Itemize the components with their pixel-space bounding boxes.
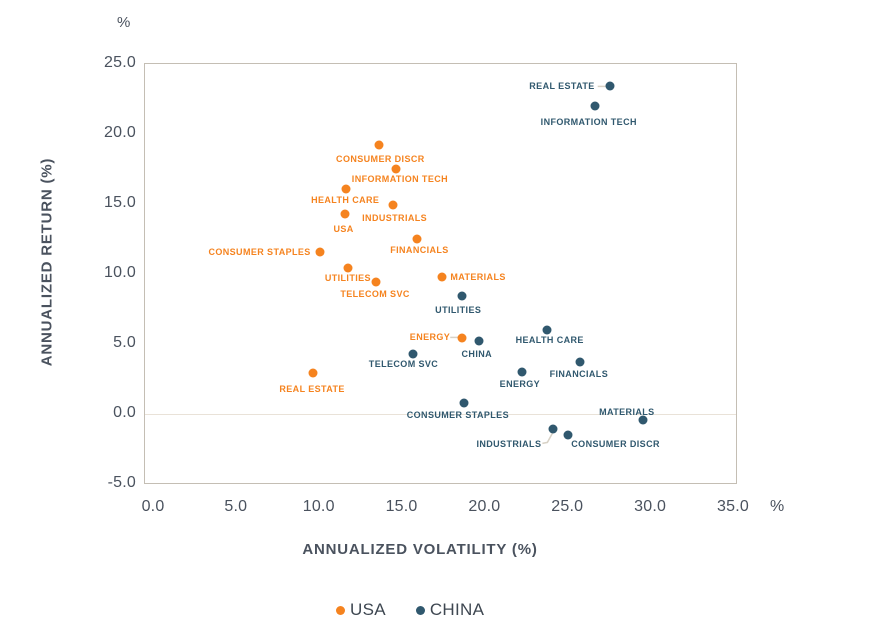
point-usa-consumer-staples <box>315 247 325 257</box>
point-label-usa-health-care: HEALTH CARE <box>311 194 380 205</box>
y-axis-unit-label: % <box>117 14 131 31</box>
x-tick-0-0: 0.0 <box>141 498 165 515</box>
point-china-china <box>474 336 484 346</box>
point-usa-energy <box>457 333 467 343</box>
point-usa-utilities <box>343 263 353 273</box>
point-label-usa-energy: ENERGY <box>409 332 451 343</box>
point-label-usa-industrials: INDUSTRIALS <box>362 213 428 224</box>
x-axis-unit-label: % <box>770 498 785 515</box>
point-label-china-consumer-discr: CONSUMER DISCR <box>571 439 660 449</box>
x-axis-title: ANNUALIZED VOLATILITY (%) <box>302 541 538 558</box>
y-axis-title: ANNUALIZED RETURN (%) <box>38 157 56 367</box>
point-usa-health-care <box>341 184 351 194</box>
x-tick-5-0: 5.0 <box>224 498 248 515</box>
point-label-china-industrials: INDUSTRIALS <box>476 439 542 450</box>
point-usa-information-tech <box>391 164 401 174</box>
legend-dot-china <box>415 605 425 615</box>
point-china-information-tech <box>590 101 600 111</box>
legend-dot-usa <box>336 605 345 615</box>
point-label-china-information-tech: INFORMATION TECH <box>540 117 637 127</box>
point-usa-financials <box>412 234 422 244</box>
point-china-consumer-discr <box>563 430 573 440</box>
legend-item-china: CHINA <box>415 600 485 619</box>
point-label-china-energy: ENERGY <box>499 379 541 389</box>
y-tick-20-0: 20.0 <box>104 124 136 141</box>
point-china-utilities <box>457 291 467 301</box>
legend-label-usa: USA <box>350 600 386 619</box>
x-tick-35-0: 35.0 <box>717 498 749 515</box>
point-label-china-health-care: HEALTH CARE <box>515 335 584 345</box>
point-label-usa-real-estate: REAL ESTATE <box>279 384 345 395</box>
legend-item-usa: USA <box>336 601 386 619</box>
x-tick-25-0: 25.0 <box>551 498 584 515</box>
point-china-materials <box>638 415 648 425</box>
point-label-china-consumer-staples: CONSUMER STAPLES <box>406 409 509 420</box>
y-tick-25-0: 25.0 <box>104 54 136 71</box>
point-china-energy <box>517 367 527 377</box>
point-label-usa-financials: FINANCIALS <box>390 245 449 255</box>
y-tick--5-0: -5.0 <box>107 474 136 491</box>
point-label-china-china: CHINA <box>461 349 493 360</box>
x-tick-15-0: 15.0 <box>385 498 418 515</box>
point-usa-consumer-discr <box>374 140 384 150</box>
y-tick-5-0: 5.0 <box>113 334 136 351</box>
point-usa-materials <box>437 272 447 282</box>
y-tick-15-0: 15.0 <box>104 194 136 211</box>
point-china-consumer-staples <box>459 398 469 408</box>
point-label-usa-telecom-svc: TELECOM SVC <box>340 289 410 300</box>
point-usa-real-estate <box>308 368 318 378</box>
point-china-telecom-svc <box>408 349 417 359</box>
x-tick-20-0: 20.0 <box>468 498 501 515</box>
point-label-china-materials: MATERIALS <box>599 406 655 417</box>
point-label-china-utilities: UTILITIES <box>435 305 482 316</box>
plot-area: CONSUMER DISCR INFORMATION TECH HEALTH CAR… <box>144 63 737 484</box>
point-china-real-estate <box>605 81 615 91</box>
point-china-industrials <box>548 424 558 434</box>
point-label-usa-materials: MATERIALS <box>450 271 506 282</box>
y-tick-10-0: 10.0 <box>104 264 136 281</box>
point-china-financials <box>575 357 585 367</box>
point-label-usa-utilities: UTILITIES <box>324 273 371 284</box>
point-usa-industrials <box>388 200 398 210</box>
x-tick-30-0: 30.0 <box>634 498 667 515</box>
point-label-china-financials: FINANCIALS <box>549 369 609 380</box>
legend-label-china: CHINA <box>429 600 485 619</box>
x-tick-10-0: 10.0 <box>302 498 335 515</box>
point-usa-usa <box>340 209 350 219</box>
point-label-usa-usa: USA <box>333 223 354 234</box>
point-label-usa-consumer-discr: CONSUMER DISCR <box>336 154 425 165</box>
point-label-china-real-estate: REAL ESTATE <box>529 81 595 92</box>
point-china-health-care <box>542 325 552 335</box>
point-usa-telecom-svc <box>371 277 381 287</box>
zero-gridline <box>145 414 736 415</box>
point-label-usa-consumer-staples: CONSUMER STAPLES <box>208 246 311 257</box>
point-label-china-telecom-svc: TELECOM SVC <box>368 358 439 369</box>
legend: USA CHINA <box>336 601 484 619</box>
y-tick-0-0: 0.0 <box>113 404 136 421</box>
point-label-usa-information-tech: INFORMATION TECH <box>351 174 449 184</box>
